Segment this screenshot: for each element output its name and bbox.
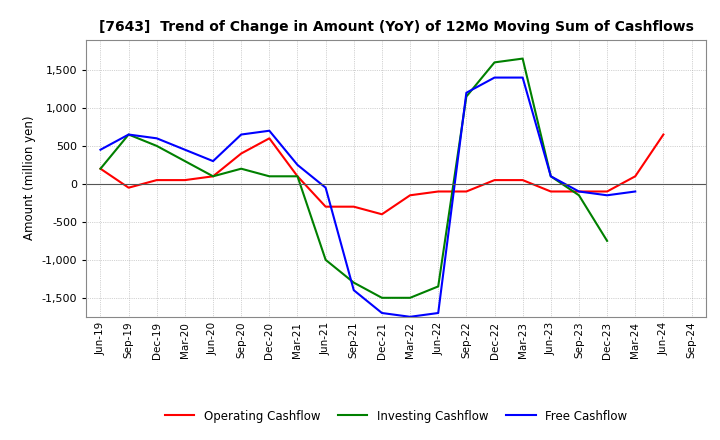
Investing Cashflow [181, 158, 189, 164]
Investing Cashflow [349, 280, 358, 285]
Operating Cashflow [631, 174, 639, 179]
Title: [7643]  Trend of Change in Amount (YoY) of 12Mo Moving Sum of Cashflows: [7643] Trend of Change in Amount (YoY) o… [99, 20, 693, 34]
Investing Cashflow [406, 295, 415, 301]
Free Cashflow [96, 147, 105, 152]
Free Cashflow [265, 128, 274, 133]
Investing Cashflow [96, 166, 105, 171]
Operating Cashflow [434, 189, 443, 194]
Y-axis label: Amount (million yen): Amount (million yen) [23, 116, 36, 240]
Operating Cashflow [603, 189, 611, 194]
Free Cashflow [209, 158, 217, 164]
Line: Operating Cashflow: Operating Cashflow [101, 135, 663, 214]
Operating Cashflow [490, 177, 499, 183]
Operating Cashflow [462, 189, 471, 194]
Operating Cashflow [237, 151, 246, 156]
Investing Cashflow [462, 94, 471, 99]
Operating Cashflow [125, 185, 133, 191]
Investing Cashflow [546, 174, 555, 179]
Free Cashflow [153, 136, 161, 141]
Line: Free Cashflow: Free Cashflow [101, 77, 635, 317]
Free Cashflow [377, 310, 386, 315]
Investing Cashflow [237, 166, 246, 171]
Operating Cashflow [153, 177, 161, 183]
Investing Cashflow [209, 174, 217, 179]
Operating Cashflow [546, 189, 555, 194]
Legend: Operating Cashflow, Investing Cashflow, Free Cashflow: Operating Cashflow, Investing Cashflow, … [160, 405, 632, 427]
Operating Cashflow [321, 204, 330, 209]
Investing Cashflow [575, 193, 583, 198]
Operating Cashflow [406, 193, 415, 198]
Free Cashflow [349, 288, 358, 293]
Investing Cashflow [518, 56, 527, 61]
Investing Cashflow [603, 238, 611, 243]
Investing Cashflow [265, 174, 274, 179]
Operating Cashflow [209, 174, 217, 179]
Operating Cashflow [181, 177, 189, 183]
Operating Cashflow [377, 212, 386, 217]
Free Cashflow [125, 132, 133, 137]
Operating Cashflow [659, 132, 667, 137]
Free Cashflow [518, 75, 527, 80]
Free Cashflow [575, 189, 583, 194]
Investing Cashflow [490, 60, 499, 65]
Investing Cashflow [377, 295, 386, 301]
Free Cashflow [321, 185, 330, 191]
Line: Investing Cashflow: Investing Cashflow [101, 59, 607, 298]
Investing Cashflow [321, 257, 330, 263]
Operating Cashflow [349, 204, 358, 209]
Free Cashflow [293, 162, 302, 168]
Free Cashflow [603, 193, 611, 198]
Free Cashflow [434, 310, 443, 315]
Operating Cashflow [96, 166, 105, 171]
Free Cashflow [406, 314, 415, 319]
Free Cashflow [181, 147, 189, 152]
Free Cashflow [490, 75, 499, 80]
Operating Cashflow [575, 189, 583, 194]
Free Cashflow [237, 132, 246, 137]
Free Cashflow [631, 189, 639, 194]
Investing Cashflow [153, 143, 161, 149]
Operating Cashflow [293, 174, 302, 179]
Free Cashflow [546, 174, 555, 179]
Free Cashflow [462, 90, 471, 95]
Investing Cashflow [293, 174, 302, 179]
Investing Cashflow [434, 284, 443, 289]
Investing Cashflow [125, 132, 133, 137]
Operating Cashflow [518, 177, 527, 183]
Operating Cashflow [265, 136, 274, 141]
